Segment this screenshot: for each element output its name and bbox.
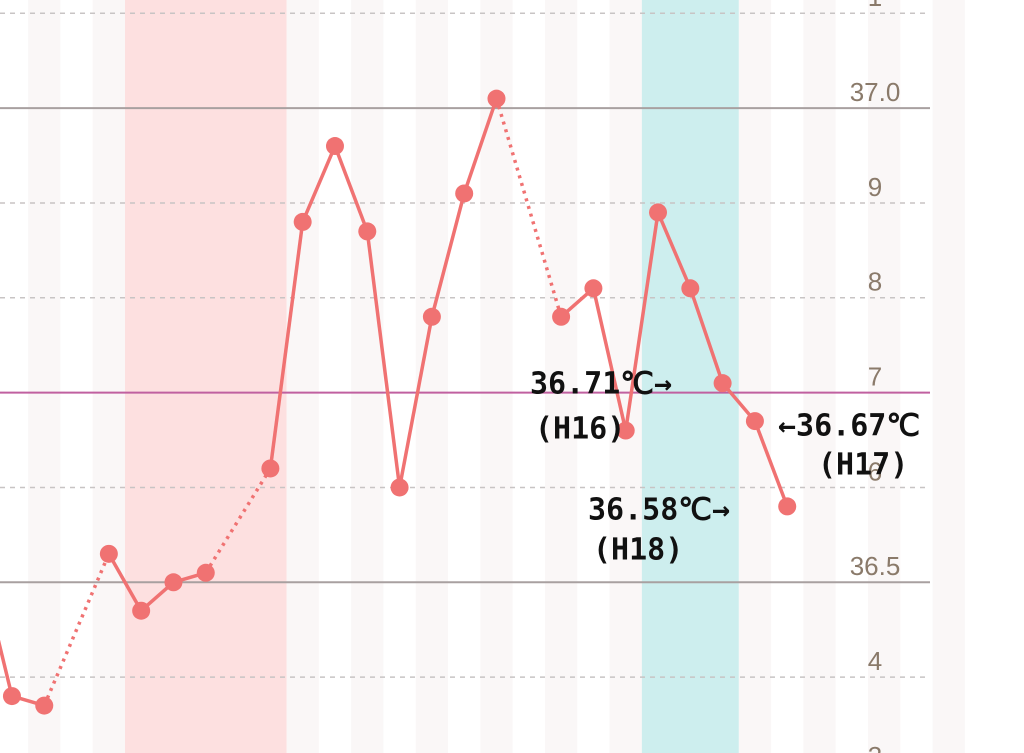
- line-segment: [656, 211, 692, 289]
- y-tick-label: 1: [868, 0, 882, 12]
- data-point: [649, 203, 668, 222]
- day-stripe: [932, 0, 965, 753]
- data-point: [132, 601, 151, 620]
- data-point: [455, 184, 474, 203]
- data-point: [2, 687, 21, 706]
- day-stripe: [480, 0, 513, 753]
- data-point: [616, 421, 635, 440]
- line-gap-segment: [42, 553, 111, 707]
- data-point: [293, 212, 312, 231]
- data-point: [745, 412, 764, 431]
- line-segment: [397, 316, 434, 488]
- line-segment: [268, 221, 305, 469]
- y-tick-label: 37.0: [850, 77, 901, 107]
- day-stripe: [803, 0, 836, 753]
- line-segment: [430, 193, 466, 318]
- y-tick-label: 7: [868, 361, 882, 391]
- data-point: [35, 696, 54, 715]
- annotation: ←36.67℃: [778, 409, 920, 444]
- line-segment: [623, 212, 660, 431]
- data-point: [713, 374, 732, 393]
- data-point: [778, 497, 797, 516]
- y-tick-label: 9: [868, 172, 882, 202]
- day-stripe: [351, 0, 384, 753]
- y-tick-label: 8: [868, 267, 882, 297]
- line-segment: [688, 287, 725, 384]
- y-tick-label: 6: [868, 456, 882, 486]
- line-segment: [365, 231, 402, 488]
- annotation: (H17): [818, 448, 908, 483]
- data-point: [422, 307, 441, 326]
- day-stripe: [738, 0, 772, 753]
- day-stripe: [28, 0, 61, 753]
- data-point: [164, 573, 183, 592]
- line-segment: [301, 145, 337, 223]
- day-stripe: [92, 0, 126, 753]
- line-segment: [333, 145, 369, 233]
- day-stripe: [286, 0, 319, 753]
- data-point: [681, 279, 700, 298]
- data-point: [487, 89, 506, 108]
- phase-band: [125, 0, 287, 753]
- data-point: [99, 544, 118, 563]
- day-stripe: [544, 0, 578, 753]
- line-segment: [591, 287, 628, 431]
- annotation: (H18): [593, 533, 683, 568]
- data-point: [325, 137, 344, 156]
- line-gap-segment: [494, 98, 563, 318]
- data-point: [552, 307, 571, 326]
- data-point: [584, 279, 603, 298]
- line-segment: [0, 639, 14, 697]
- annotation: (H16): [535, 412, 625, 447]
- day-stripe: [867, 0, 901, 753]
- annotation: 36.71℃→: [530, 367, 672, 402]
- data-point: [196, 563, 215, 582]
- data-point: [261, 459, 280, 478]
- data-point: [358, 222, 377, 241]
- y-tick-label: 36.5: [850, 551, 901, 581]
- data-point: [390, 478, 409, 497]
- y-tick-label: 3: [868, 741, 882, 753]
- line-segment: [753, 420, 789, 508]
- line-segment: [462, 98, 499, 195]
- line-segment: [107, 552, 143, 612]
- annotation: 36.58℃→: [588, 493, 730, 528]
- y-tick-label: 4: [868, 646, 882, 676]
